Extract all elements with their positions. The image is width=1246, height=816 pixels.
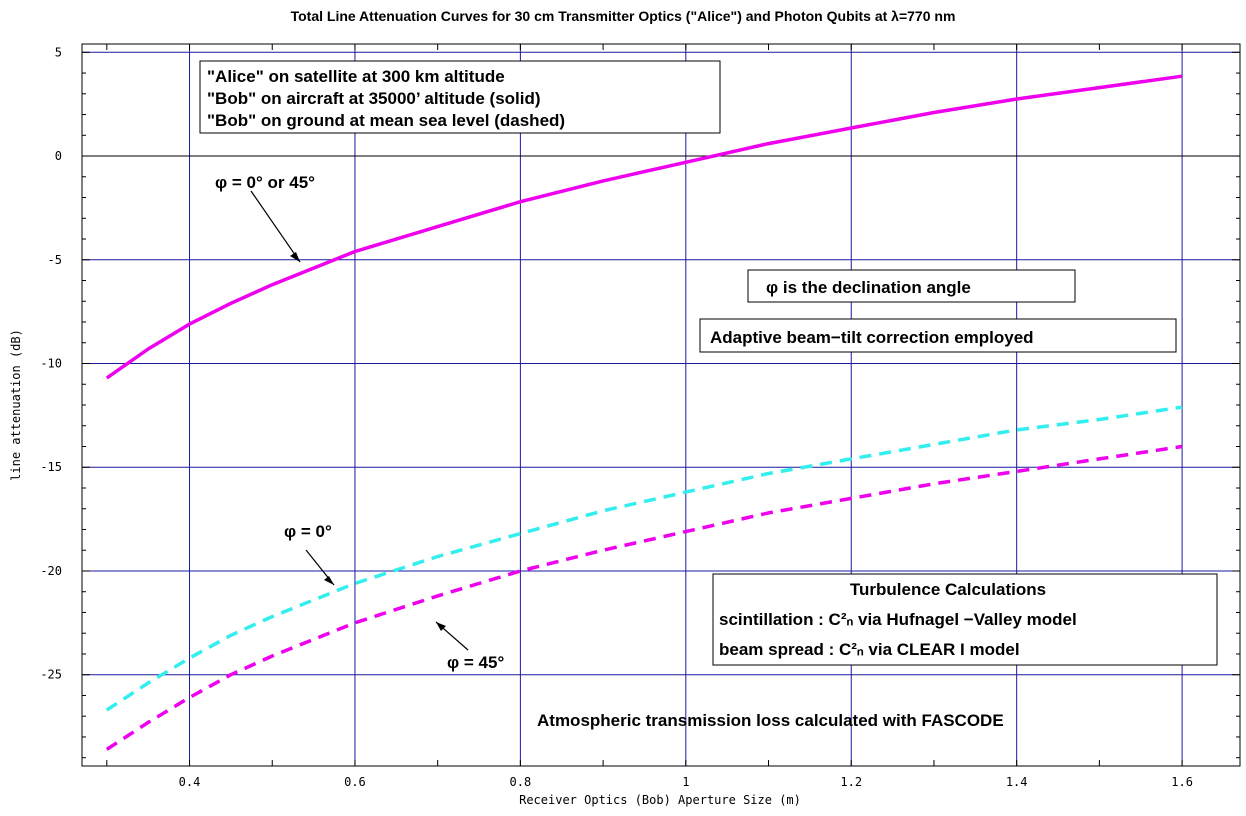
y-tick-label: -20 [40,564,62,578]
x-tick-label: 0.8 [510,775,532,789]
legend-line-alice: "Alice" on satellite at 300 km altitude [207,67,505,86]
tilt-box-frame [699,318,1177,353]
y-tick-label: 5 [55,45,62,59]
y-tick-label: -25 [40,668,62,682]
series-line-3 [105,444,1183,751]
turbulence-scintillation: scintillation : C²ₙ via Hufnagel −Valley… [719,610,1077,629]
phi-top-arrowhead [290,252,300,262]
grid [82,44,1240,766]
legend-box: "Alice" on satellite at 300 km altitude … [199,60,721,134]
legend-box-frame [199,60,721,134]
tick-labels: 0.4 0.6 0.8 1 1.2 1.4 1.6 5 0 -5 -10 -15 -20 -25 [40,45,1193,789]
turbulence-title: Turbulence Calculations [850,580,1046,599]
declination-box-frame [747,269,1076,303]
phi-45-label: φ = 45° [447,653,504,672]
fascode-note: Atmospheric transmission loss calculated… [537,711,1004,730]
legend-line-bob-aircraft: "Bob" on aircraft at 35000’ altitude (so… [207,89,541,108]
x-axis-label: Receiver Optics (Bob) Aperture Size (m) [519,793,801,807]
x-tick-label: 1 [682,775,689,789]
phi-45-arrowhead [436,622,446,631]
phi-zero-label: φ = 0° [284,522,332,541]
series-line-1 [105,74,1183,380]
y-tick-label: 0 [55,149,62,163]
phi-zero-arrowhead [324,576,334,585]
series-group [105,74,1183,751]
phi-top-arrow [250,190,301,263]
series-line-2 [105,405,1183,712]
declination-box: φ is the declination angle [747,269,1076,303]
axis-ticks [82,44,1240,766]
x-tick-label: 0.4 [179,775,201,789]
y-axis-label: line attenuation (dB) [9,329,23,481]
x-tick-label: 0.6 [344,775,366,789]
turbulence-box-frame [712,573,1218,666]
chart-title: Total Line Attenuation Curves for 30 cm … [291,8,956,24]
turbulence-box: Turbulence Calculations scintillation : … [712,573,1218,666]
y-tick-label: -5 [48,253,62,267]
y-tick-label: -15 [40,460,62,474]
declination-text: φ is the declination angle [766,278,971,297]
phi-top-label: φ = 0° or 45° [215,173,315,192]
y-tick-label: -10 [40,357,62,371]
turbulence-beam-spread: beam spread : C²ₙ via CLEAR I model [719,640,1020,659]
x-tick-label: 1.6 [1171,775,1193,789]
legend-line-bob-ground: "Bob" on ground at mean sea level (dashe… [207,111,565,130]
x-tick-label: 1.2 [840,775,862,789]
x-tick-label: 1.4 [1006,775,1028,789]
tilt-box: Adaptive beam−tilt correction employed [699,318,1177,353]
tilt-text: Adaptive beam−tilt correction employed [710,328,1034,347]
